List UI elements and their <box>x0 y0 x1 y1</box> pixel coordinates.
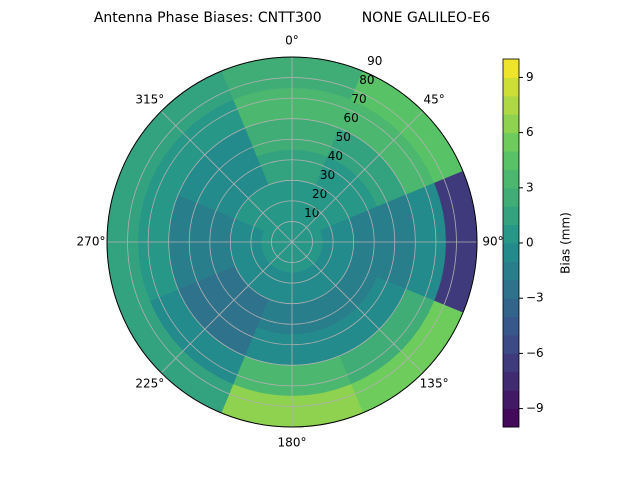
r-tick-label: 70 <box>351 92 366 106</box>
colorbar-band <box>503 151 519 170</box>
colorbar-band <box>503 390 519 410</box>
angular-grid-line <box>160 110 293 243</box>
polar-frame <box>106 56 478 428</box>
angular-grid-line <box>291 241 424 374</box>
colorbar-label: Bias (mm) <box>559 212 573 274</box>
colorbar-band <box>503 335 519 354</box>
theta-tick-label: 270° <box>77 235 106 249</box>
r-tick-label: 10 <box>304 206 319 220</box>
theta-tick-label: 0° <box>285 34 299 48</box>
r-tick-label: 30 <box>320 168 335 182</box>
colorbar-tick-label: −9 <box>526 401 544 415</box>
colorbar-tick-label: 0 <box>526 236 534 250</box>
colorbar-band <box>503 187 519 207</box>
colorbar-band <box>503 132 519 152</box>
colorbar-band <box>503 353 519 373</box>
colorbar-band <box>503 114 519 134</box>
angular-grid-line <box>291 110 424 243</box>
chart-title: Antenna Phase Biases: CNTT300 NONE GALIL… <box>94 10 490 26</box>
colorbar-tick-label: −6 <box>526 346 544 360</box>
colorbar-tick-label: 6 <box>526 125 534 139</box>
colorbar-tick-label: 3 <box>526 180 534 194</box>
r-tick-label: 40 <box>328 149 343 163</box>
colorbar-band <box>503 261 519 281</box>
r-tick-label: 90 <box>367 54 382 68</box>
colorbar-band <box>503 206 519 226</box>
colorbar-band <box>503 224 519 244</box>
r-tick-label: 20 <box>312 187 327 201</box>
theta-tick-label: 180° <box>278 436 307 450</box>
theta-tick-label: 90° <box>482 235 503 249</box>
colorbar-band <box>503 408 519 428</box>
theta-tick-label: 45° <box>423 92 444 106</box>
theta-tick-label: 225° <box>135 377 164 391</box>
colorbar-band <box>503 243 519 262</box>
colorbar-band <box>503 169 519 189</box>
colorbar-band <box>503 279 519 299</box>
r-tick-label: 60 <box>343 111 358 125</box>
r-tick-label: 80 <box>359 73 374 87</box>
colorbar-band <box>503 95 519 115</box>
colorbar-band <box>503 371 519 391</box>
r-tick-label: 50 <box>336 130 351 144</box>
colorbar-band <box>503 316 519 336</box>
angular-grid-line <box>160 241 293 374</box>
colorbar-tick-label: 9 <box>526 70 534 84</box>
colorbar-tick-label: −3 <box>526 291 544 305</box>
theta-tick-label: 315° <box>135 92 164 106</box>
colorbar-band <box>503 77 519 97</box>
theta-tick-label: 135° <box>420 377 449 391</box>
colorbar-band <box>503 298 519 318</box>
colorbar-band <box>503 59 519 78</box>
